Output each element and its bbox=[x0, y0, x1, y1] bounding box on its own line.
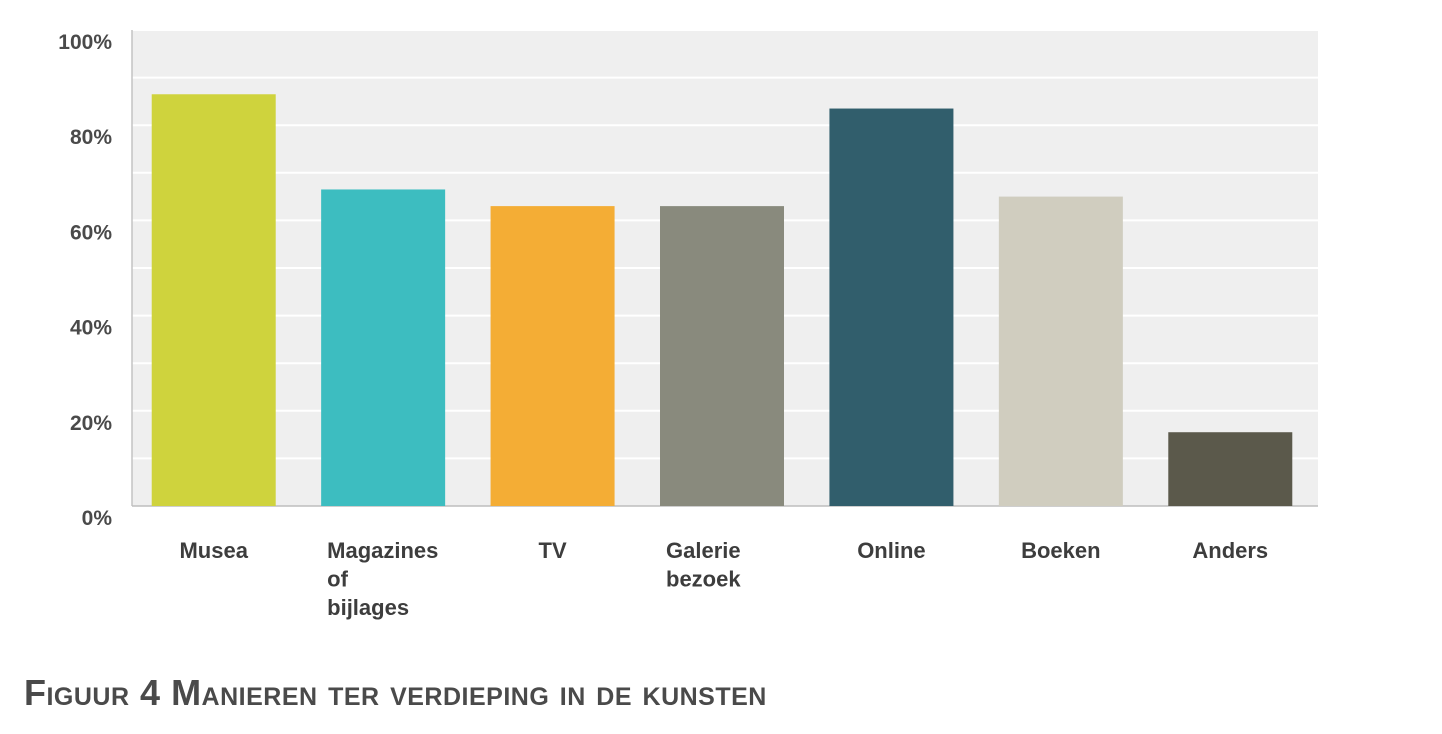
bar bbox=[998, 196, 1123, 506]
category-label: Boeken bbox=[1021, 538, 1100, 563]
bar-chart: 0% 20% 40% 60% 80% 100% Musea Magazines of bijla… bbox=[58, 29, 1318, 620]
figure-caption: Figuur 4 Manieren ter verdieping in de k… bbox=[24, 672, 767, 713]
category-labels: Musea Magazines of bijlages TV Galerie bezoek O… bbox=[179, 538, 1268, 620]
bar bbox=[829, 108, 954, 506]
category-label: Musea bbox=[179, 538, 248, 563]
category-label: Online bbox=[857, 538, 925, 563]
bar bbox=[490, 206, 615, 506]
y-tick-label: 80% bbox=[70, 126, 112, 149]
category-label: Magazines of bijlages bbox=[327, 538, 438, 620]
y-tick-labels: 0% 20% 40% 60% 80% 100% bbox=[58, 31, 112, 530]
category-label: Galerie bezoek bbox=[666, 538, 741, 592]
bar bbox=[321, 189, 446, 506]
category-label: TV bbox=[539, 538, 567, 563]
bars bbox=[151, 94, 1293, 506]
y-tick-label: 20% bbox=[70, 412, 112, 435]
bar bbox=[1168, 432, 1293, 506]
category-label: Anders bbox=[1192, 538, 1268, 563]
y-tick-label: 40% bbox=[70, 317, 112, 340]
y-tick-label: 60% bbox=[70, 221, 112, 244]
y-tick-label: 0% bbox=[82, 507, 113, 530]
bar bbox=[151, 94, 276, 506]
bar bbox=[660, 206, 784, 506]
y-tick-label: 100% bbox=[58, 31, 112, 54]
